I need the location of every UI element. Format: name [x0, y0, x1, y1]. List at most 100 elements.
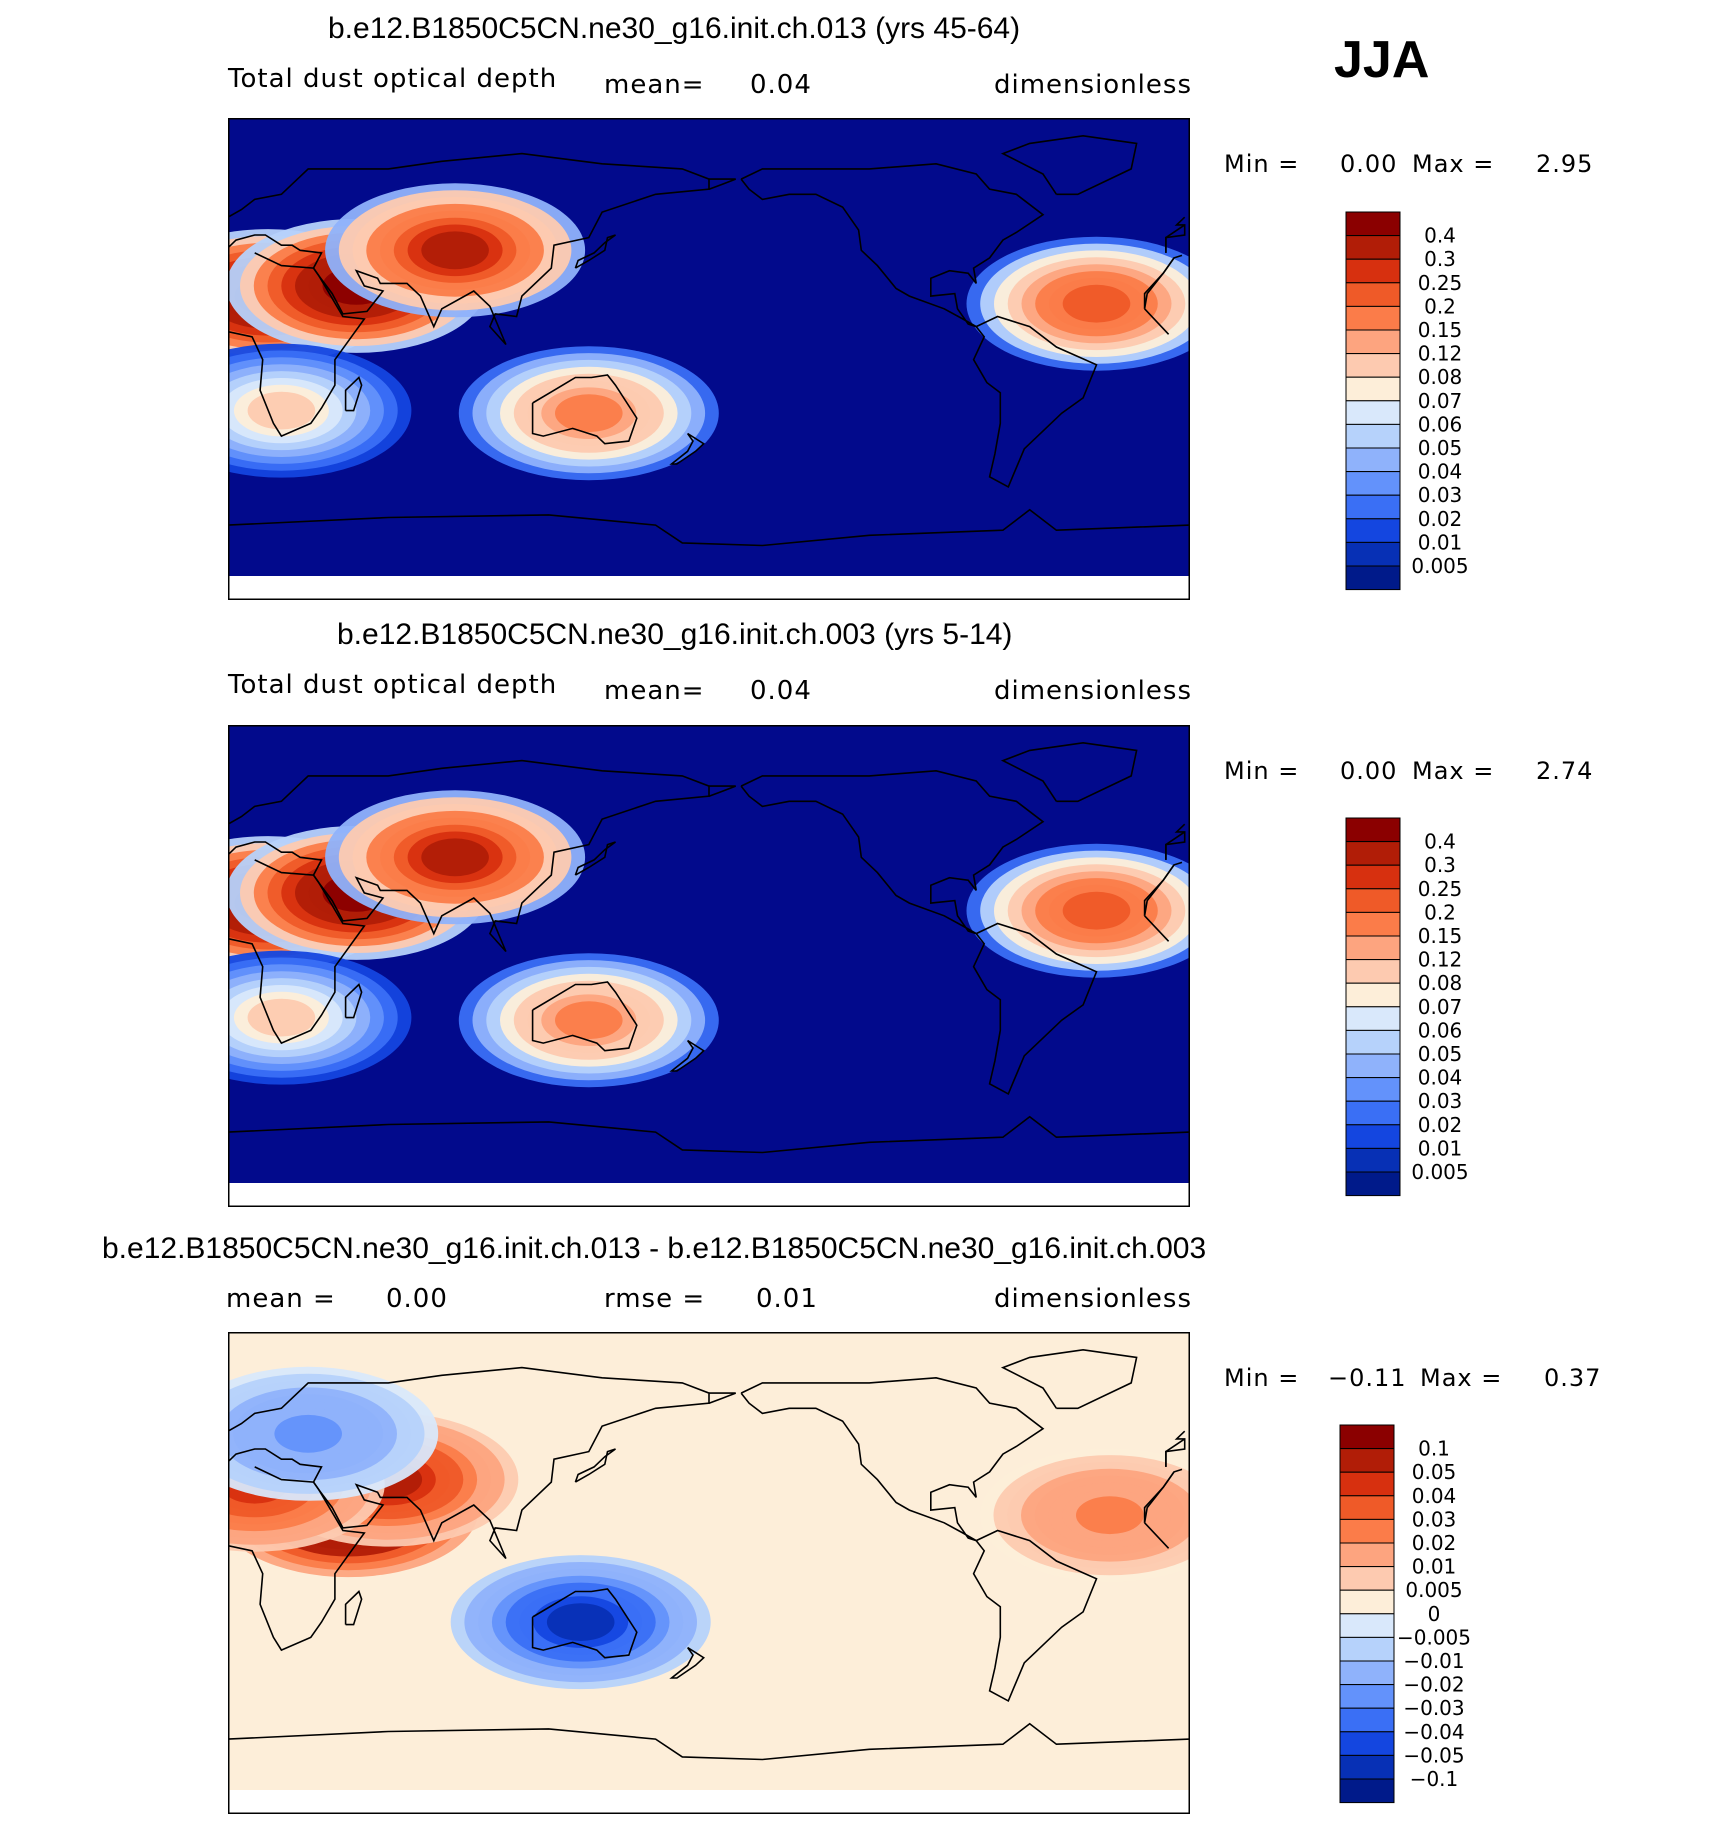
missing-data-band	[228, 576, 1190, 600]
panel-3-mean-label: mean =	[226, 1284, 336, 1314]
coastlines	[228, 741, 1190, 1154]
colorbar-box	[1345, 565, 1401, 591]
colorbar-tick-label: 0.07	[1418, 995, 1463, 1019]
panel-2-title: b.e12.B1850C5CN.ne30_g16.init.ch.003 (yr…	[337, 618, 1013, 651]
panel-1-colorbar: 0.40.30.250.20.150.120.080.070.060.050.0…	[1345, 211, 1469, 591]
panel-2-mean-label: mean=	[604, 676, 705, 706]
colorbar-box	[1345, 471, 1401, 496]
panel-3-mean-value: 0.00	[386, 1284, 448, 1314]
colorbar-tick-label: 0	[1428, 1602, 1441, 1626]
colorbar-box	[1345, 518, 1401, 543]
colorbar-tick-label: 0.2	[1424, 900, 1456, 924]
panel-2-min-label: Min =	[1224, 757, 1300, 785]
panel-1-mean-value: 0.04	[750, 70, 812, 100]
colorbar-tick-label: 0.005	[1405, 1578, 1462, 1602]
colorbar-tick-label: 0.04	[1418, 460, 1463, 484]
coastline	[669, 432, 706, 465]
colorbar-tick-label: 0.4	[1424, 224, 1456, 248]
panel-1-max-label: Max =	[1412, 150, 1495, 178]
panel-3-min-value: −0.11	[1328, 1364, 1407, 1392]
coastline	[344, 983, 363, 1019]
coastlines	[228, 134, 1190, 547]
panel-1-min-value: 0.00	[1340, 150, 1398, 178]
panel-3-rmse-value: 0.01	[756, 1284, 818, 1314]
missing-data-band	[228, 1183, 1190, 1207]
panel-1-variable: Total dust optical depth	[228, 64, 558, 94]
colorbar-box	[1345, 282, 1401, 307]
colorbar-tick-label: −0.005	[1397, 1625, 1471, 1649]
colorbar-box	[1339, 1707, 1395, 1733]
colorbar-tick-label: 0.3	[1424, 247, 1456, 271]
colorbar-box	[1345, 888, 1401, 913]
contour-australia	[555, 1001, 623, 1040]
panel-2-min-value: 0.00	[1340, 757, 1398, 785]
coastline	[972, 1529, 1098, 1703]
coastline	[669, 1039, 706, 1072]
colorbar-box	[1345, 541, 1401, 567]
coastline	[531, 1588, 638, 1659]
colorbar-box	[1345, 1053, 1401, 1079]
coastline	[531, 981, 638, 1052]
coastline	[740, 1376, 1045, 1542]
panel-3-title: b.e12.B1850C5CN.ne30_g16.init.ch.013 - b…	[102, 1232, 1207, 1265]
colorbar-box	[1345, 211, 1401, 237]
map-frame	[228, 118, 1190, 600]
colorbar-tick-label: 0.08	[1418, 971, 1463, 995]
colorbar-box	[1345, 1171, 1401, 1197]
panel-2-max-label: Max =	[1412, 757, 1495, 785]
colorbar-tick-label: −0.1	[1410, 1767, 1459, 1791]
coastline	[1000, 1348, 1138, 1410]
coastline	[1000, 741, 1138, 803]
colorbar-tick-label: 0.005	[1411, 554, 1468, 578]
colorbar-tick-label: 0.03	[1418, 1089, 1463, 1113]
panel-3-units: dimensionless	[994, 1284, 1192, 1314]
colorbar-box	[1345, 235, 1401, 260]
field-contours	[228, 790, 1190, 1088]
colorbar-tick-label: 0.02	[1412, 1531, 1457, 1555]
coastline	[1143, 861, 1183, 916]
coastline	[708, 1392, 736, 1404]
colorbar-tick-label: 0.06	[1418, 1018, 1463, 1042]
panel-3-min-label: Min =	[1224, 1364, 1300, 1392]
colorbar-tick-label: 0.25	[1418, 271, 1463, 295]
contour-europe	[274, 1414, 342, 1453]
colorbar-box	[1345, 911, 1401, 937]
coastline	[972, 922, 1098, 1096]
colorbar-tick-label: 0.05	[1412, 1460, 1457, 1484]
map-frame	[228, 1332, 1190, 1814]
colorbar-box	[1345, 1077, 1401, 1102]
coastlines	[228, 1348, 1190, 1761]
colorbar-box	[1345, 1006, 1401, 1031]
colorbar-tick-label: 0.01	[1418, 530, 1463, 554]
map-frame	[228, 725, 1190, 1207]
coastline	[1143, 254, 1183, 309]
colorbar-box	[1339, 1660, 1395, 1686]
colorbar-box	[1339, 1684, 1395, 1709]
colorbar-tick-label: 0.04	[1412, 1484, 1457, 1508]
colorbar-tick-label: 0.06	[1418, 412, 1463, 436]
coastline	[669, 1646, 706, 1679]
colorbar-box	[1339, 1566, 1395, 1591]
colorbar-tick-label: 0.04	[1418, 1066, 1463, 1090]
colorbar-box	[1345, 864, 1401, 890]
colorbar-box	[1345, 935, 1401, 961]
colorbar-box	[1345, 258, 1401, 284]
panel-3-colorbar: 0.10.050.040.030.020.010.0050−0.005−0.01…	[1339, 1424, 1471, 1804]
colorbar-box	[1339, 1542, 1395, 1568]
coastline	[1143, 1468, 1183, 1523]
coastline	[740, 162, 1045, 328]
colorbar-box	[1339, 1424, 1395, 1450]
panel-3-max-value: 0.37	[1544, 1364, 1602, 1392]
coastline	[972, 315, 1098, 489]
field-contours	[228, 1366, 1190, 1690]
colorbar-box	[1339, 1731, 1395, 1756]
panel-2-variable: Total dust optical depth	[228, 670, 558, 700]
colorbar-box	[1345, 959, 1401, 984]
colorbar-box	[1345, 1029, 1401, 1055]
panel-2-mean-value: 0.04	[750, 676, 812, 706]
panel-2-max-value: 2.74	[1536, 757, 1594, 785]
colorbar-tick-label: 0.02	[1418, 507, 1463, 531]
colorbar-tick-label: −0.02	[1403, 1673, 1464, 1697]
colorbar-box	[1345, 447, 1401, 473]
panel-2-units: dimensionless	[994, 676, 1192, 706]
